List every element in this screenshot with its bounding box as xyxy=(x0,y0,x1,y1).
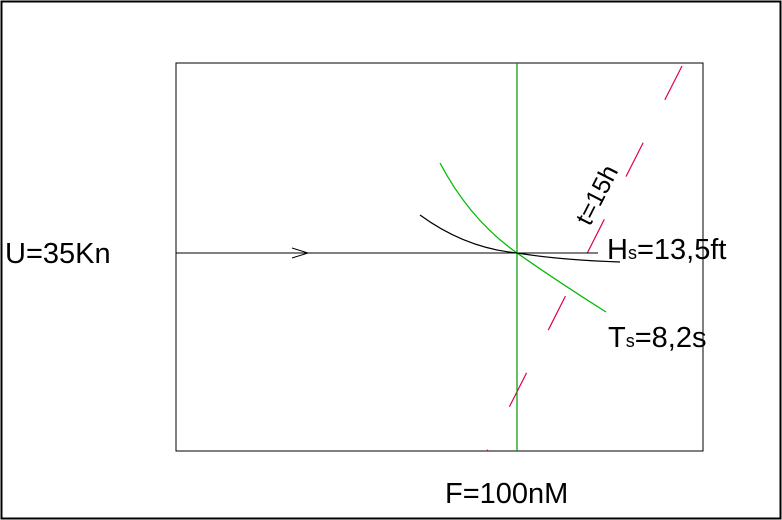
wave-period-curve xyxy=(439,162,607,313)
duration-label: t=15h xyxy=(570,161,624,230)
plot-box xyxy=(175,62,704,452)
wave-height-curve xyxy=(419,214,621,263)
wind-speed-label: U=35Kn xyxy=(5,238,111,270)
wind-arrow-icon xyxy=(291,247,310,259)
wave-period-value: =8,2s xyxy=(635,322,707,354)
wave-height-value: =13,5ft xyxy=(637,234,727,266)
wave-period-subscript: s xyxy=(626,331,635,351)
wave-period-symbol: T xyxy=(608,322,626,354)
duration-line xyxy=(486,65,683,452)
wave-height-subscript: s xyxy=(628,243,637,263)
wave-period-label: Ts=8,2s xyxy=(608,322,706,354)
wave-height-symbol: H xyxy=(607,234,628,266)
wave-height-label: Hs=13,5ft xyxy=(607,234,726,266)
fetch-label: F=100nM xyxy=(445,478,568,510)
